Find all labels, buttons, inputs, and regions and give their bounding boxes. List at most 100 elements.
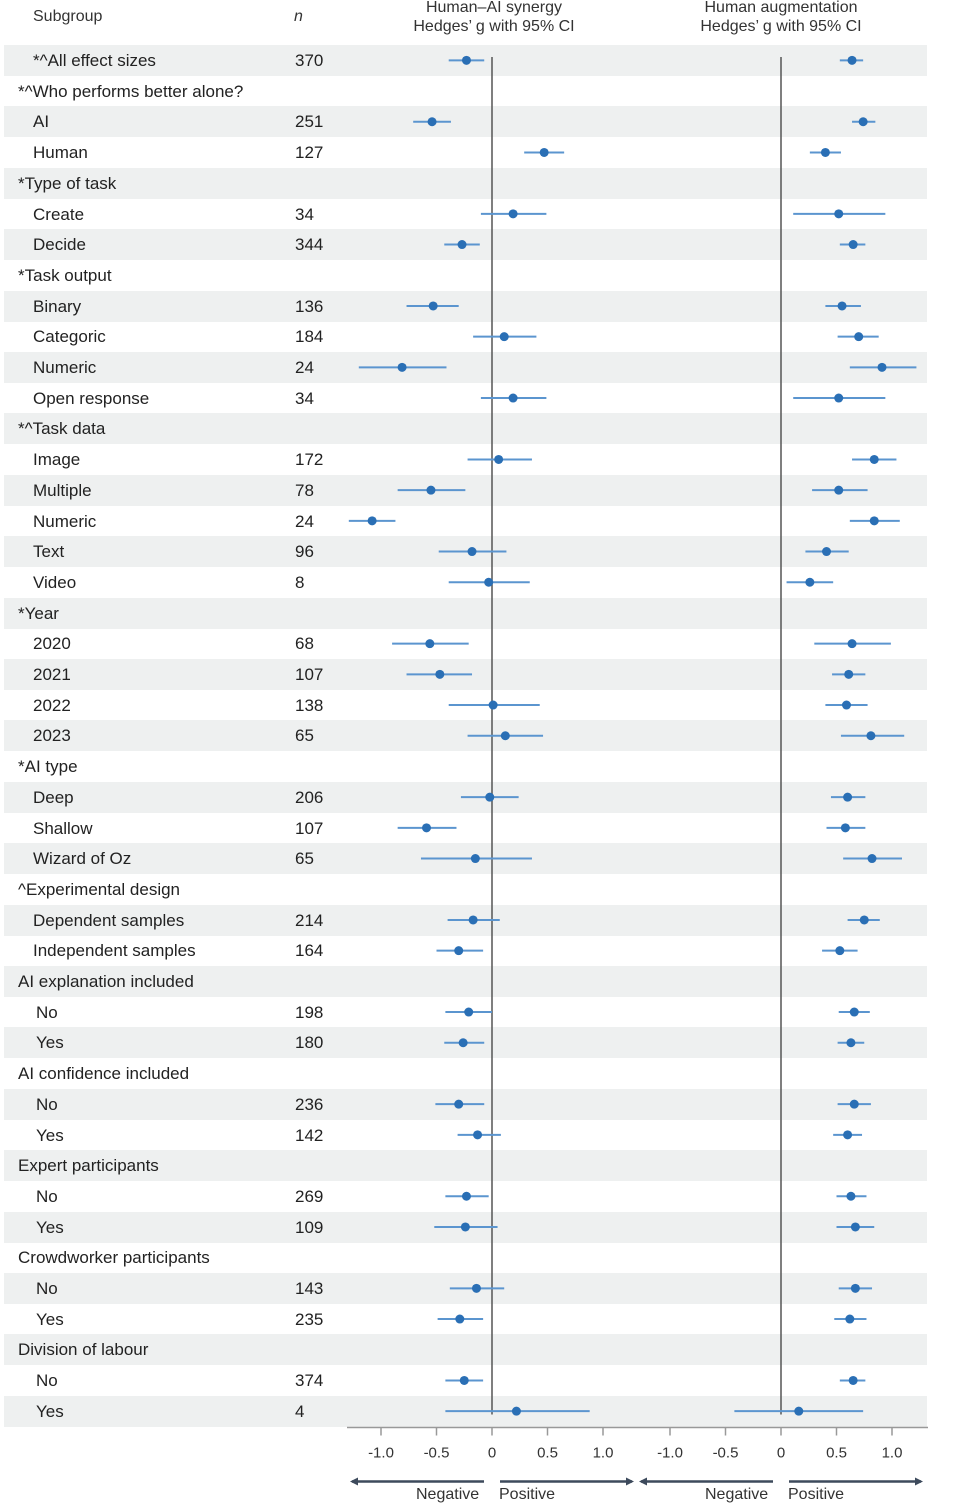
group-header-row: *Year [4, 597, 927, 629]
subgroup-label: Crowdworker participants [18, 1248, 210, 1268]
subgroup-label: Image [33, 450, 81, 470]
augmentation-title: Human augmentation [704, 0, 858, 16]
x-tick-label: -0.5 [713, 1445, 739, 1462]
subgroup-label: Expert participants [18, 1156, 159, 1176]
sample-size: 4 [295, 1401, 305, 1421]
synergy-point-estimate [464, 1007, 474, 1017]
group-header-row: *Type of task [4, 167, 927, 199]
x-tick-label: 0.5 [826, 1445, 847, 1462]
subgroup-label: Yes [36, 1401, 64, 1421]
augmentation-point-estimate [850, 1283, 860, 1293]
group-header-row: *Task output [4, 260, 927, 291]
augmentation-point-estimate [854, 332, 864, 342]
sample-size: 235 [295, 1309, 324, 1329]
subgroup-row: Yes 142 [4, 1120, 927, 1151]
synergy-point-estimate [461, 55, 471, 65]
subgroup-label: AI [33, 112, 50, 132]
subgroup-label: Shallow [33, 818, 93, 838]
sample-size: 374 [295, 1371, 324, 1391]
sample-size: 24 [295, 358, 314, 377]
synergy-point-estimate [426, 485, 436, 495]
augmentation-point-estimate [869, 454, 879, 464]
subgroup-label: Division of labour [18, 1340, 149, 1360]
augmentation-point-estimate [835, 946, 845, 956]
augmentation-point-estimate [859, 915, 869, 925]
subgroup-label: *Year [18, 603, 59, 623]
x-tick-label: 1.0 [882, 1445, 903, 1462]
synergy-negative-label: Negative [416, 1486, 480, 1503]
group-header-row: Expert participants [4, 1150, 927, 1182]
augmentation-point-estimate [840, 823, 850, 833]
sample-size: 251 [295, 112, 324, 132]
subgroup-header: Subgroup [33, 8, 103, 25]
subgroup-label: Yes [36, 1125, 64, 1145]
sample-size: 236 [295, 1094, 324, 1114]
sample-size: 96 [295, 542, 314, 562]
subgroup-label: Binary [33, 296, 82, 316]
synergy-point-estimate [468, 915, 478, 925]
subgroup-label: *^All effect sizes [33, 51, 156, 70]
augmentation-header: Human augmentation Hedges’ g with 95% CI [671, 0, 891, 36]
augmentation-point-estimate [837, 301, 847, 311]
synergy-positive-label: Positive [499, 1486, 556, 1503]
group-header-row: *^Who performs better alone? [4, 76, 927, 107]
sample-size: 138 [295, 695, 324, 715]
x-tick-label: -1.0 [657, 1445, 683, 1462]
synergy-point-estimate [539, 147, 549, 157]
sample-size: 344 [295, 235, 324, 255]
subgroup-label: *AI type [18, 757, 78, 777]
augmentation-point-estimate [843, 792, 853, 802]
synergy-title: Human–AI synergy [425, 0, 563, 16]
group-header-row: Division of labour [4, 1334, 927, 1366]
subgroup-row: 2020 68 [4, 628, 927, 659]
x-tick-label: 1.0 [593, 1445, 614, 1462]
synergy-point-estimate [511, 1406, 521, 1416]
augmentation-point-estimate [794, 1406, 804, 1416]
group-header-row: AI explanation included [4, 966, 927, 997]
sample-size: 65 [295, 726, 314, 746]
subgroup-label: Create [33, 204, 85, 224]
subgroup-label: Decide [33, 235, 86, 255]
x-tick-label: 0 [777, 1445, 785, 1462]
synergy-point-estimate [499, 332, 509, 342]
subgroup-label: Yes [36, 1309, 64, 1329]
subgroup-label: Human [33, 143, 88, 163]
sample-size: 109 [295, 1217, 324, 1237]
subgroup-row: Independent samples 164 [4, 935, 927, 966]
group-header-row: *AI type [4, 751, 927, 782]
augmentation-point-estimate [845, 1314, 855, 1324]
subgroup-row: 2023 65 [4, 720, 927, 752]
subgroup-row: No 198 [4, 997, 927, 1028]
x-tick-label: -1.0 [368, 1445, 394, 1462]
synergy-point-estimate [367, 516, 377, 526]
sample-size: 65 [295, 849, 314, 869]
subgroup-label: Video [33, 572, 77, 592]
sample-size: 68 [295, 634, 314, 654]
subgroup-label: *^Task data [18, 419, 106, 439]
sample-size: 206 [295, 787, 324, 807]
x-tick-label: 0 [488, 1445, 496, 1462]
subgroup-label: Multiple [33, 480, 92, 500]
synergy-point-estimate [454, 946, 464, 956]
augmentation-point-estimate [841, 700, 851, 710]
subgroup-row: Decide 344 [4, 229, 927, 261]
augmentation-point-estimate [869, 516, 879, 526]
subgroup-row: Video 8 [4, 567, 927, 598]
augmentation-point-estimate [843, 1130, 853, 1140]
sample-size: 34 [295, 388, 314, 408]
subgroup-row: No 374 [4, 1365, 927, 1396]
synergy-point-estimate [500, 731, 510, 741]
subgroup-label: *Task output [18, 265, 112, 285]
sample-size: 172 [295, 450, 324, 470]
subgroup-row: Image 172 [4, 444, 927, 475]
subgroup-label: AI explanation included [18, 972, 194, 991]
augmentation-subtitle: Hedges’ g with 95% CI [700, 18, 862, 35]
subgroup-label: Yes [36, 1033, 64, 1053]
subgroup-row: AI 251 [4, 106, 927, 138]
sample-size: 24 [295, 511, 314, 531]
augmentation-point-estimate [834, 485, 844, 495]
sample-size: 143 [295, 1279, 324, 1298]
group-header-row: AI confidence included [4, 1058, 927, 1089]
augmentation-point-estimate [834, 209, 844, 219]
subgroup-label: 2023 [33, 726, 71, 746]
